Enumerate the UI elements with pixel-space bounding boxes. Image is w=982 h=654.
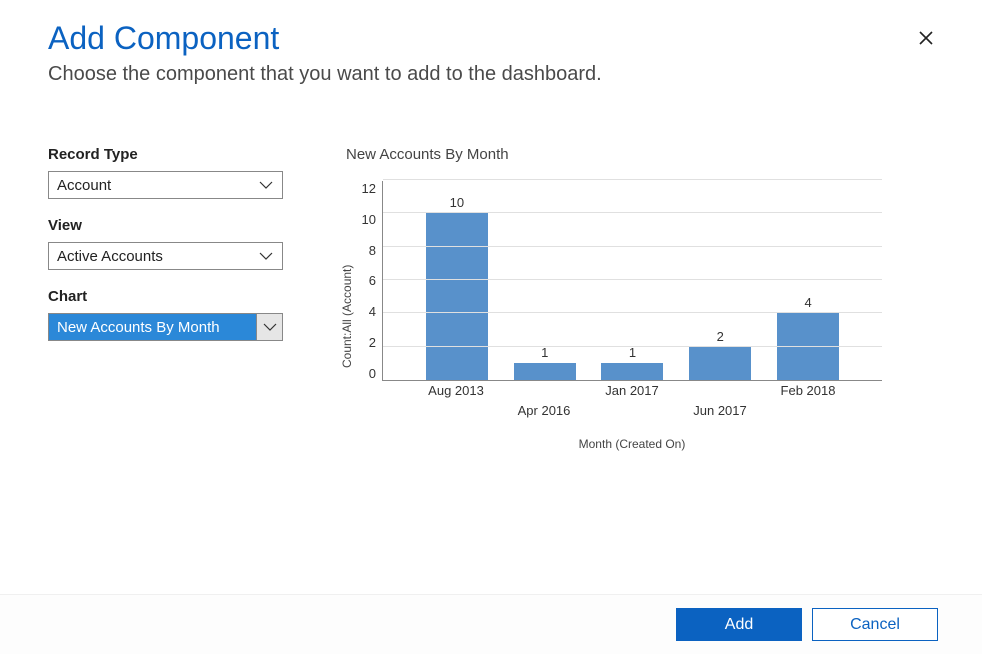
chevron-down-icon [256, 243, 276, 269]
view-label: View [48, 217, 298, 234]
x-tick-label: Aug 2013 [428, 383, 484, 398]
dialog-footer: Add Cancel [0, 594, 982, 654]
view-select[interactable]: Active Accounts [48, 242, 283, 270]
close-icon[interactable] [918, 28, 934, 50]
y-tick-label: 10 [362, 212, 376, 227]
header-text: Add Component Choose the component that … [48, 20, 602, 146]
chart-title: New Accounts By Month [346, 146, 934, 163]
chart-preview-pane: New Accounts By Month Count:All (Account… [338, 146, 934, 451]
bar-group: 2 [685, 329, 755, 380]
y-tick-label: 4 [369, 304, 376, 319]
x-tick-label: Jan 2017 [605, 383, 659, 398]
bar-group: 4 [773, 295, 843, 380]
dialog-title: Add Component [48, 20, 602, 57]
add-component-dialog: Add Component Choose the component that … [0, 0, 982, 451]
bars-container: 10 1 1 2 4 [383, 181, 882, 380]
grid-line [383, 312, 882, 313]
dialog-content: Record Type Account View Active Accounts… [48, 146, 934, 451]
y-tick-label: 6 [369, 273, 376, 288]
form-pane: Record Type Account View Active Accounts… [48, 146, 298, 451]
x-tick-label: Apr 2016 [518, 403, 571, 418]
record-type-value: Account [57, 177, 111, 194]
chevron-down-icon [256, 172, 276, 198]
chart-label: Chart [48, 288, 298, 305]
y-tick-label: 8 [369, 243, 376, 258]
bar-group: 1 [510, 345, 580, 380]
grid-line [383, 179, 882, 180]
bar-value-label: 4 [804, 295, 811, 310]
dialog-header: Add Component Choose the component that … [48, 20, 934, 146]
bar-group: 10 [422, 195, 492, 380]
bar-group: 1 [597, 345, 667, 380]
bar-value-label: 2 [717, 329, 724, 344]
y-tick-label: 12 [362, 181, 376, 196]
grid-line [383, 246, 882, 247]
chart-value: New Accounts By Month [49, 314, 256, 340]
bar [426, 213, 488, 380]
y-axis-ticks: 12 10 8 6 4 2 0 [356, 181, 382, 381]
y-axis-title: Count:All (Account) [338, 181, 356, 451]
chart-plot-area: 10 1 1 2 4 [382, 181, 882, 381]
chevron-down-icon [256, 314, 282, 340]
add-button[interactable]: Add [676, 608, 802, 641]
chart-body: Count:All (Account) 121086420 101124 Aug… [338, 181, 934, 451]
bar-value-label: 1 [541, 345, 548, 360]
y-tick-label: 2 [369, 335, 376, 350]
bar [777, 313, 839, 380]
bar-value-label: 1 [629, 345, 636, 360]
plot-column: 10 1 1 2 4 Aug 2013 Apr 2016 Jan 2017 Jun 2017 F… [382, 181, 882, 451]
x-tick-label: Jun 2017 [693, 403, 747, 418]
cancel-button[interactable]: Cancel [812, 608, 938, 641]
dialog-subtitle: Choose the component that you want to ad… [48, 63, 602, 86]
grid-line [383, 346, 882, 347]
bar [514, 363, 576, 380]
bar [601, 363, 663, 380]
grid-line [383, 279, 882, 280]
x-axis-title: Month (Created On) [382, 437, 882, 451]
y-tick-label: 0 [369, 366, 376, 381]
x-axis-ticks: Aug 2013 Apr 2016 Jan 2017 Jun 2017 Feb 2018 [382, 381, 882, 431]
record-type-label: Record Type [48, 146, 298, 163]
grid-line [383, 212, 882, 213]
x-tick-label: Feb 2018 [781, 383, 836, 398]
record-type-select[interactable]: Account [48, 171, 283, 199]
bar-value-label: 10 [450, 195, 464, 210]
chart-select[interactable]: New Accounts By Month [48, 313, 283, 341]
bar [689, 347, 751, 380]
view-value: Active Accounts [57, 248, 163, 265]
